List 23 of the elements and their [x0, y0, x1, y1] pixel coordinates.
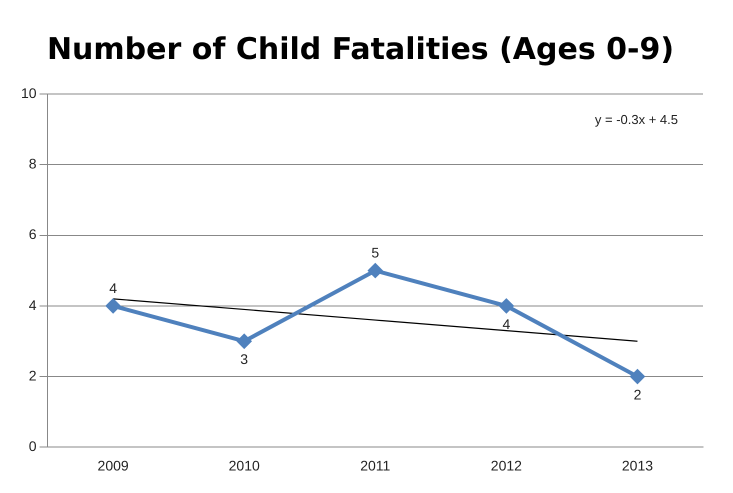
y-tick-label: 6 [28, 226, 37, 242]
x-tick-label: 2012 [490, 457, 522, 474]
x-tick-label: 2011 [360, 457, 391, 474]
data-label: 3 [240, 351, 248, 368]
y-tick-label: 10 [20, 84, 37, 101]
point [630, 370, 644, 384]
point [237, 334, 252, 348]
annotation: y = -0.3x + 4.5 [594, 112, 678, 128]
point [106, 298, 120, 313]
x-tick-label: 2009 [98, 457, 129, 474]
data-label: 2 [634, 386, 642, 402]
data-label: 4 [109, 280, 118, 296]
y-tick-label: 0 [28, 438, 37, 454]
point [368, 264, 382, 278]
data-label: 4 [502, 316, 510, 332]
point [499, 298, 514, 313]
x-tick-label: 2010 [228, 457, 260, 474]
x-tick-label: 2013 [622, 457, 654, 474]
y-tick-label: 4 [28, 296, 37, 313]
y-tick-label: 2 [28, 367, 37, 384]
y-tick-label: 8 [28, 156, 37, 172]
data-label: 5 [371, 244, 380, 260]
chart-title: Number of Child Fatalities (Ages 0-9) [46, 32, 674, 67]
